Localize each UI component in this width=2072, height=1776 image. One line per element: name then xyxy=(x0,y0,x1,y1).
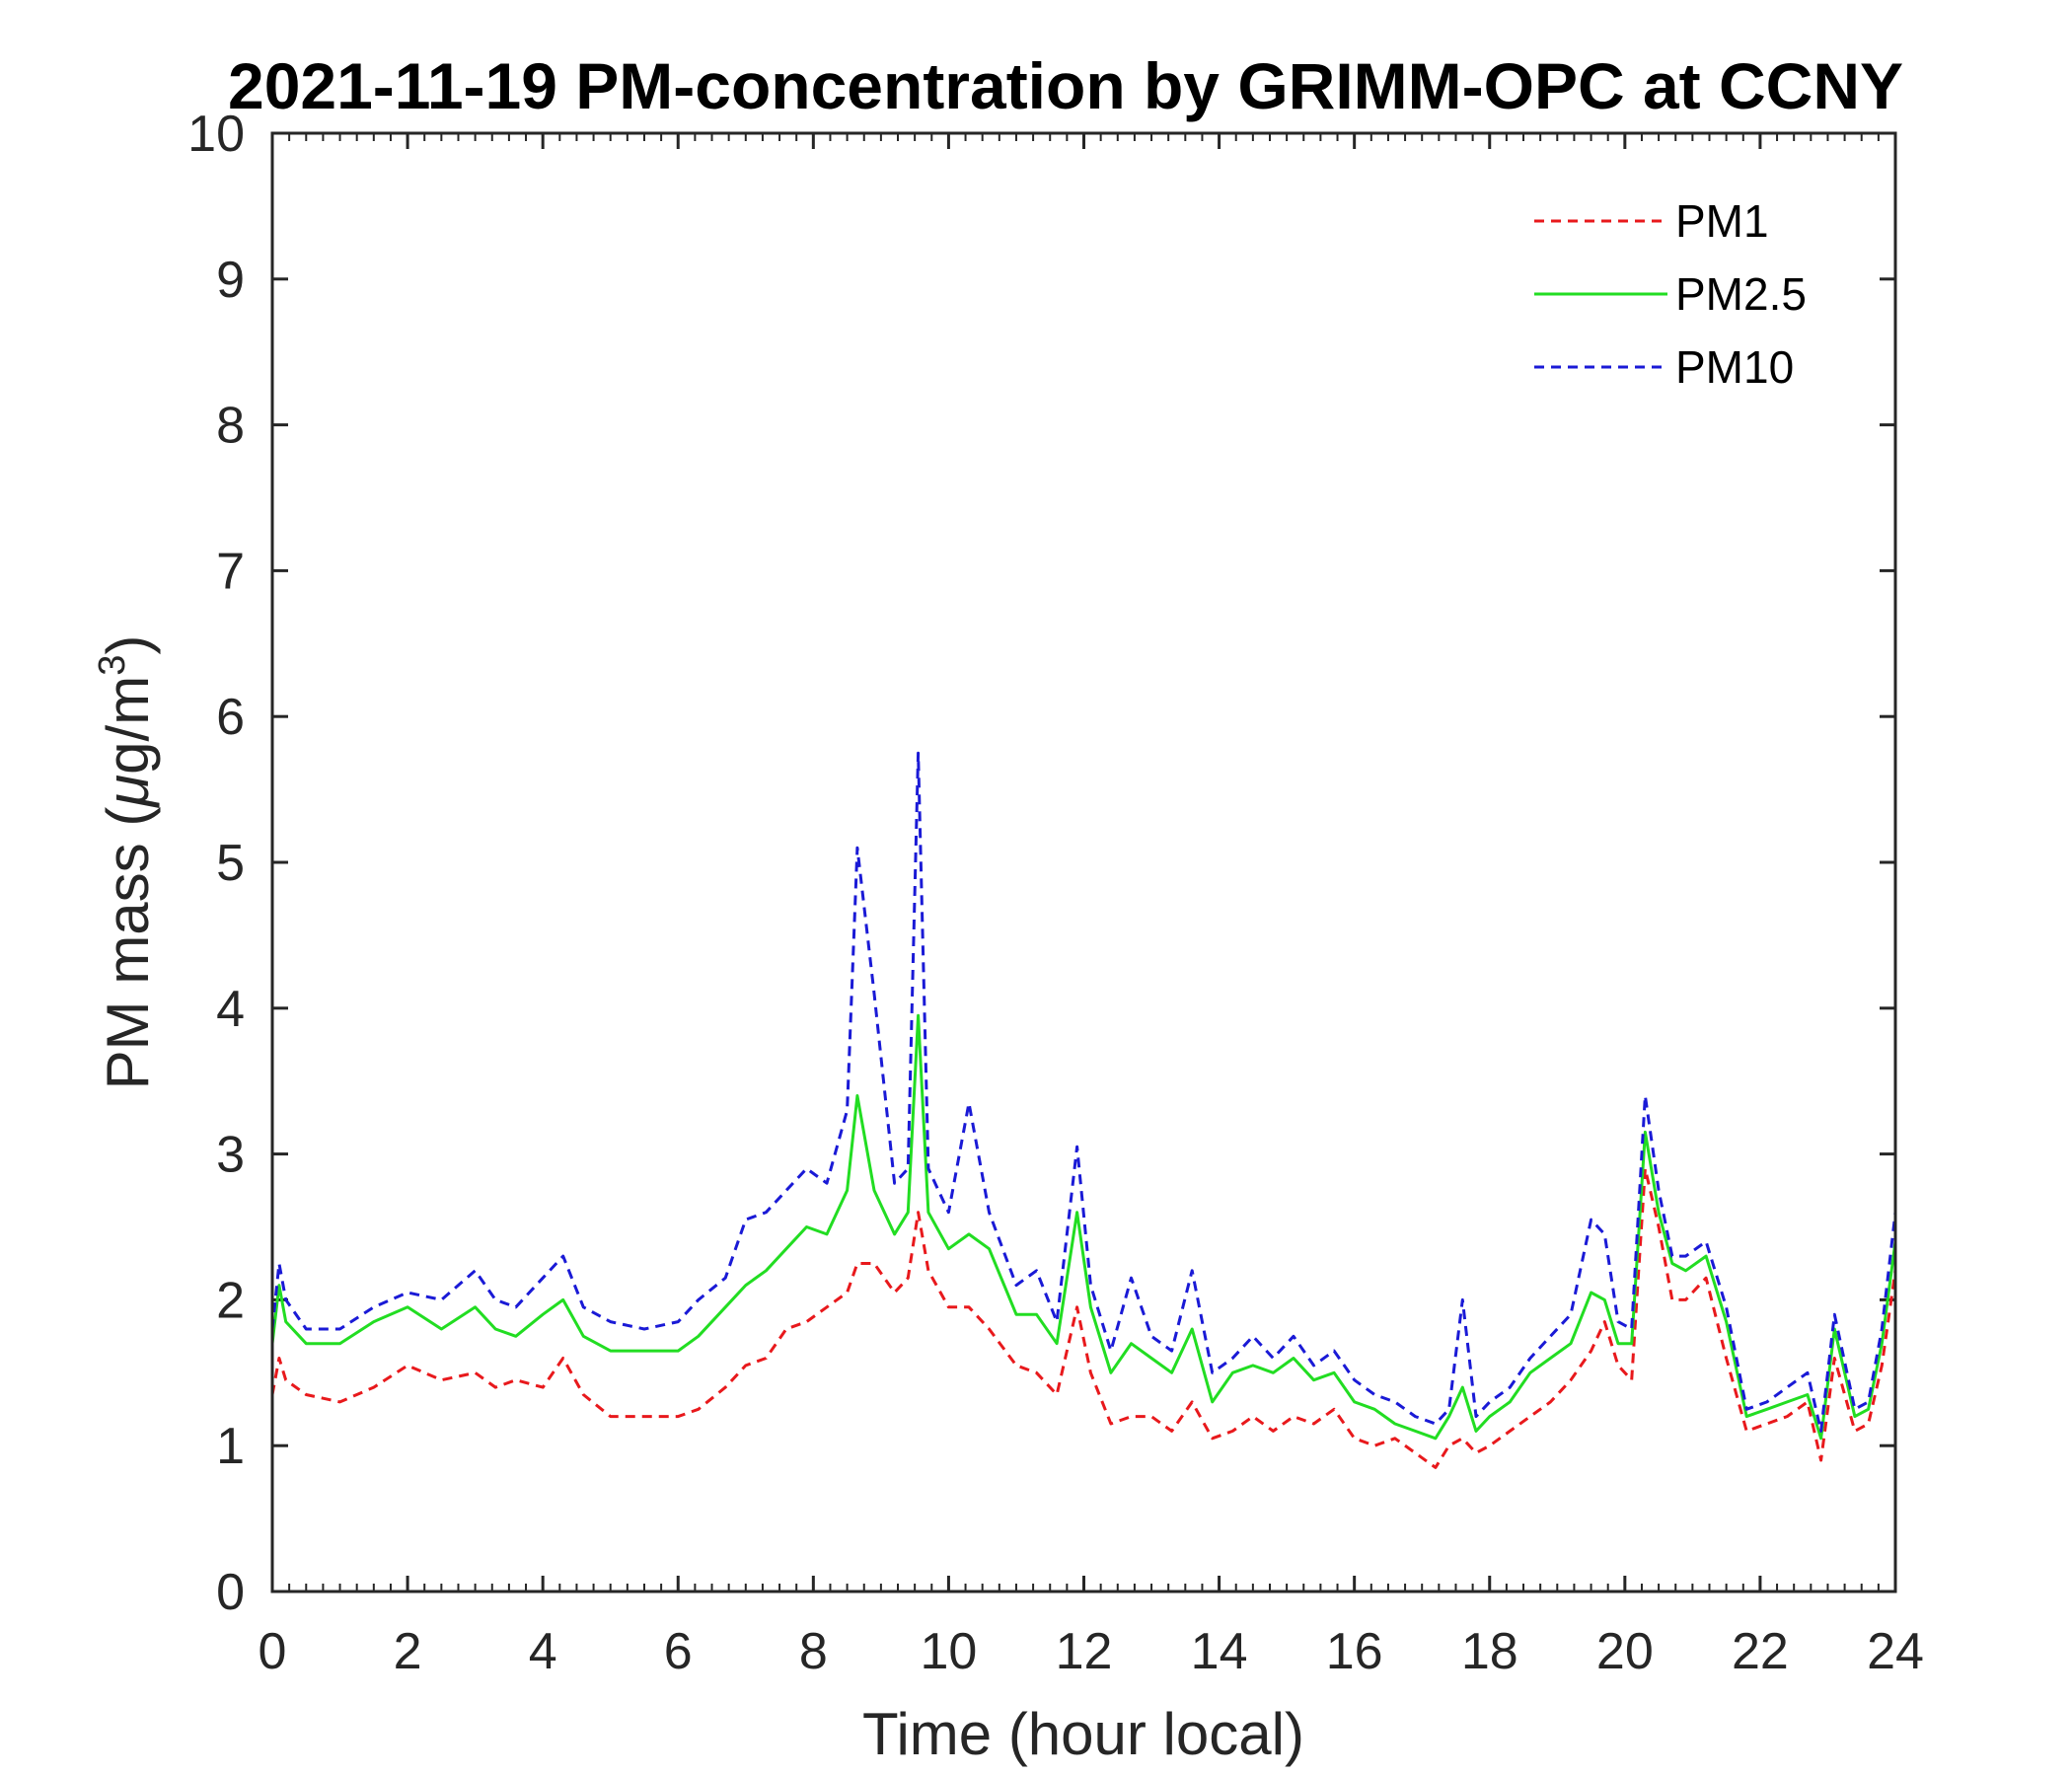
y-tick-label: 5 xyxy=(216,835,245,892)
y-tick-label: 3 xyxy=(216,1127,245,1184)
x-tick-label: 2 xyxy=(394,1623,422,1680)
y-axis-label-mu: μ xyxy=(95,775,161,809)
y-tick-label: 1 xyxy=(216,1418,245,1475)
x-tick-label: 18 xyxy=(1461,1623,1518,1680)
x-tick-label: 24 xyxy=(1867,1623,1924,1680)
y-tick-label: 4 xyxy=(216,981,245,1038)
legend-label: PM2.5 xyxy=(1675,268,1807,320)
y-tick-label: 9 xyxy=(216,252,245,309)
x-tick-label: 20 xyxy=(1596,1623,1654,1680)
y-axis-label: PM mass (μg/m3) xyxy=(92,635,161,1090)
chart-title: 2021-11-19 PM-concentration by GRIMM-OPC… xyxy=(228,49,1903,122)
y-tick-label: 2 xyxy=(216,1272,245,1329)
legend-label: PM10 xyxy=(1675,341,1794,393)
y-tick-label: 6 xyxy=(216,689,245,746)
x-tick-label: 22 xyxy=(1732,1623,1789,1680)
series-line-pm25 xyxy=(270,1013,1897,1441)
y-tick-label: 0 xyxy=(216,1564,245,1621)
x-tick-label: 4 xyxy=(529,1623,557,1680)
y-tick-label: 10 xyxy=(187,106,245,163)
x-tick-label: 6 xyxy=(664,1623,693,1680)
legend-label: PM1 xyxy=(1675,195,1769,247)
x-tick-label: 12 xyxy=(1056,1623,1113,1680)
x-tick-labels: 0 2 4 6 8 10 12 14 16 18 20 22 24 xyxy=(259,1623,1924,1680)
y-tick-label: 7 xyxy=(216,543,245,600)
y-axis-label-close: ) xyxy=(95,635,161,655)
plot-frame xyxy=(270,131,1897,1593)
series-lines xyxy=(270,751,1897,1469)
x-tick-label: 10 xyxy=(920,1623,977,1680)
y-tick-label: 8 xyxy=(216,398,245,455)
y-axis-label-unit: g/m xyxy=(95,676,161,775)
y-axis-label-main: PM mass ( xyxy=(95,807,161,1090)
y-axis-label-superscript: 3 xyxy=(92,655,133,676)
x-tick-label: 0 xyxy=(259,1623,287,1680)
x-tick-label: 16 xyxy=(1326,1623,1383,1680)
series-line-pm10 xyxy=(270,751,1897,1433)
x-tick-label: 14 xyxy=(1191,1623,1248,1680)
x-axis-label: Time (hour local) xyxy=(862,1701,1304,1767)
x-tick-label: 8 xyxy=(799,1623,828,1680)
plot-area xyxy=(270,751,1897,1469)
legend: PM1 PM2.5 PM10 xyxy=(1534,195,1807,393)
y-tick-labels: 0 1 2 3 4 5 6 7 8 9 10 xyxy=(187,106,245,1621)
